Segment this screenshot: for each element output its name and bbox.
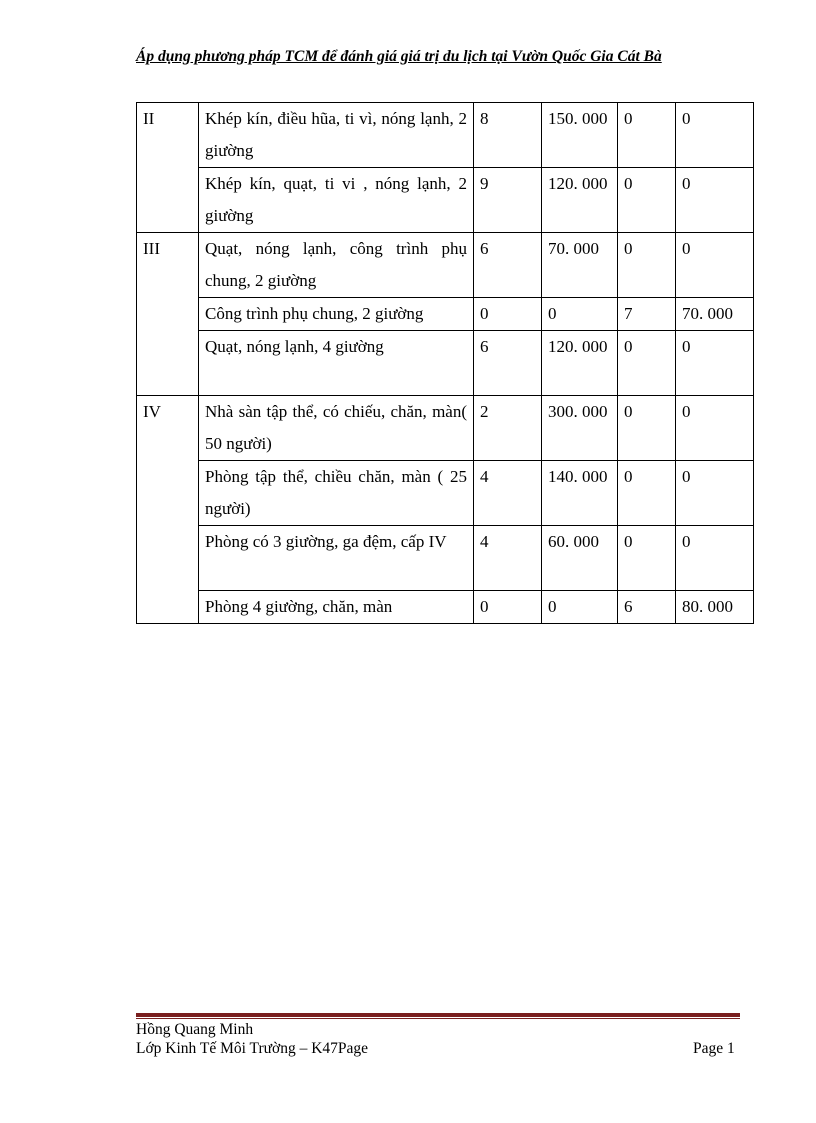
value-cell: 70. 000: [541, 232, 618, 298]
value-cell: 0: [617, 167, 676, 233]
value-cell: 0: [473, 297, 542, 331]
table-row: II Khép kín, điều hũa, ti vì, nóng lạnh, …: [136, 102, 754, 233]
group-label-cell: III: [136, 232, 199, 396]
group-label-cell: II: [136, 102, 199, 233]
value-cell: 9: [473, 167, 542, 233]
value-cell: 6: [473, 232, 542, 298]
value-cell: 0: [617, 525, 676, 591]
table-row: Phòng có 3 giường, ga đệm, cấp IV 4 60. 00…: [137, 525, 754, 591]
room-description-cell: Phòng 4 giường, chăn, màn: [198, 590, 474, 624]
table-row: IV Nhà sàn tập thể, có chiếu, chăn, màn( …: [136, 395, 754, 624]
value-cell: 150. 000: [541, 102, 618, 168]
value-cell: 0: [541, 297, 618, 331]
room-description-cell: Quạt, nóng lạnh, công trình phụ chung, 2…: [198, 232, 474, 298]
table-row: Phòng 4 giường, chăn, màn 0 0 6 80. 000: [137, 590, 754, 624]
value-cell: 0: [675, 525, 754, 591]
value-cell: 300. 000: [541, 395, 618, 461]
footer-page-number: Page 1: [693, 1040, 735, 1057]
table-row: III Quạt, nóng lạnh, công trình phụ chung…: [136, 232, 754, 396]
value-cell: 0: [675, 395, 754, 461]
value-cell: 80. 000: [675, 590, 754, 624]
table-row: Quạt, nóng lạnh, 4 giường 6 120. 000 0 0: [137, 330, 754, 396]
value-cell: 6: [617, 590, 676, 624]
table-row: Công trình phụ chung, 2 giường 0 0 7 70. 000: [137, 297, 754, 331]
value-cell: 0: [675, 460, 754, 526]
room-description-cell: Phòng tập thể, chiều chăn, màn ( 25 ngườ…: [198, 460, 474, 526]
room-description-cell: Nhà sàn tập thể, có chiếu, chăn, màn( 50…: [198, 395, 474, 461]
page-header: Áp dụng phương pháp TCM để đánh giá giá …: [136, 48, 662, 65]
value-cell: 60. 000: [541, 525, 618, 591]
footer-class: Lớp Kinh Tế Môi Trường – K47Page: [136, 1040, 369, 1057]
value-cell: 120. 000: [541, 330, 618, 396]
table-row: Phòng tập thể, chiều chăn, màn ( 25 ngườ…: [137, 460, 754, 526]
value-cell: 0: [675, 167, 754, 233]
value-cell: 140. 000: [541, 460, 618, 526]
footer-author: Hồng Quang Minh: [136, 1021, 254, 1038]
value-cell: 0: [541, 590, 618, 624]
footer-rule: [136, 1013, 740, 1017]
value-cell: 2: [473, 395, 542, 461]
room-description-cell: Khép kín, quạt, ti vi , nóng lạnh, 2 giư…: [198, 167, 474, 233]
value-cell: 7: [617, 297, 676, 331]
value-cell: 0: [617, 102, 676, 168]
value-cell: 0: [675, 102, 754, 168]
room-description-cell: Công trình phụ chung, 2 giường: [198, 297, 474, 331]
value-cell: 0: [617, 395, 676, 461]
room-description-cell: Khép kín, điều hũa, ti vì, nóng lạnh, 2 …: [198, 102, 474, 168]
value-cell: 0: [617, 232, 676, 298]
value-cell: 70. 000: [675, 297, 754, 331]
value-cell: 0: [473, 590, 542, 624]
value-cell: 4: [473, 460, 542, 526]
value-cell: 0: [617, 330, 676, 396]
value-cell: 0: [617, 460, 676, 526]
value-cell: 8: [473, 102, 542, 168]
room-price-table: II Khép kín, điều hũa, ti vì, nóng lạnh, …: [136, 102, 754, 624]
footer-rule-thin: [136, 1018, 740, 1019]
value-cell: 0: [675, 330, 754, 396]
value-cell: 0: [675, 232, 754, 298]
value-cell: 120. 000: [541, 167, 618, 233]
room-description-cell: Quạt, nóng lạnh, 4 giường: [198, 330, 474, 396]
table-row: Khép kín, quạt, ti vi , nóng lạnh, 2 giư…: [137, 167, 754, 233]
room-description-cell: Phòng có 3 giường, ga đệm, cấp IV: [198, 525, 474, 591]
group-label-cell: IV: [136, 395, 199, 624]
value-cell: 4: [473, 525, 542, 591]
value-cell: 6: [473, 330, 542, 396]
